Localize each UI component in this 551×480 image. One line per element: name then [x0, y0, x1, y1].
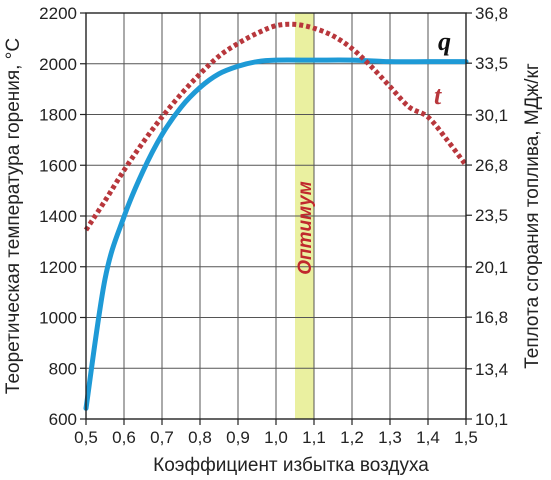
x-tick-label: 1,1 [302, 428, 326, 447]
y-left-tick-label: 2000 [39, 55, 77, 74]
y-right-tick-label: 23,5 [475, 206, 508, 225]
y-right-tick-label: 13,4 [475, 360, 508, 379]
y-left-tick-label: 1000 [39, 309, 77, 328]
y-axis-left-title: Теоретическая температура горения, °С [3, 38, 24, 394]
y-axis-right-title: Теплота сгорания топлива, МДж/кг [522, 63, 543, 369]
series-label-t: t [434, 81, 442, 110]
x-tick-label: 0,8 [188, 428, 212, 447]
y-right-tick-label: 10,1 [475, 410, 508, 429]
x-tick-label: 0,9 [226, 428, 250, 447]
y-right-tick-label: 26,8 [475, 156, 508, 175]
x-axis-title: Коэффициент избытка воздуха [153, 455, 429, 476]
x-tick-label: 1,5 [454, 428, 478, 447]
x-tick-label: 0,7 [150, 428, 174, 447]
series-label-q: q [438, 27, 451, 56]
x-tick-label: 1,0 [264, 428, 288, 447]
y-left-tick-label: 600 [49, 410, 77, 429]
y-left-tick-label: 1400 [39, 207, 77, 226]
series-line-t [83, 21, 469, 232]
x-tick-label: 0,6 [112, 428, 136, 447]
x-tick-label: 0,5 [74, 428, 98, 447]
plot-frame [85, 12, 467, 420]
y-right-tick-label: 20,1 [475, 258, 508, 277]
y-left-tick-label: 1800 [39, 106, 77, 125]
y-right-tick-label: 33,5 [475, 54, 508, 73]
y-left-tick-label: 1200 [39, 258, 77, 277]
x-tick-label: 1,4 [416, 428, 440, 447]
x-tick-label: 1,2 [340, 428, 364, 447]
grid-layer [85, 12, 467, 420]
x-tick-label: 1,3 [378, 428, 402, 447]
y-right-tick-label: 36,8 [475, 4, 508, 23]
y-left-tick-label: 2200 [39, 4, 77, 23]
y-left-tick-label: 1600 [39, 156, 77, 175]
y-right-tick-label: 30,1 [475, 106, 508, 125]
y-left-tick-label: 800 [49, 359, 77, 378]
tick-layer: 0,5 0,6 0,7 0,8 0,9 1,0 1,1 1,2 1,3 1,4 1,5 600 800 1… [39, 4, 508, 447]
optimum-label: Оптимум [295, 181, 316, 275]
y-right-tick-label: 16,8 [475, 308, 508, 327]
series-layer [83, 21, 469, 411]
